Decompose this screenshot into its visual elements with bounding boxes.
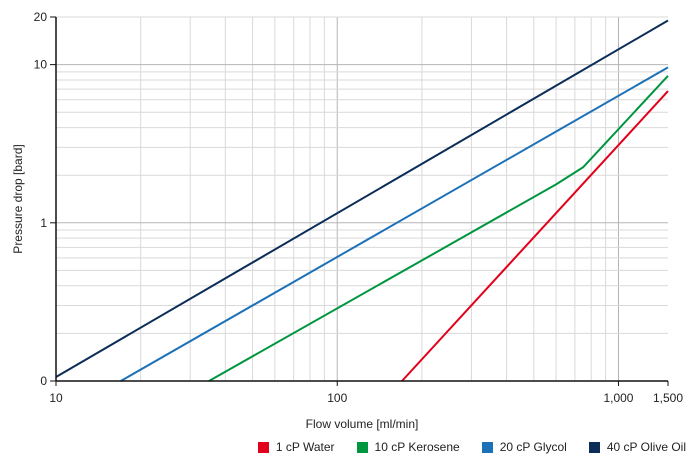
legend-item: 40 cP Olive Oil <box>588 438 686 456</box>
tick-labels: 0 1 10 20 10 100 1,000 1,500 <box>34 10 684 405</box>
legend-label: 40 cP Olive Oil <box>606 440 686 454</box>
y-tick-label: 1 <box>40 216 47 230</box>
legend-swatch <box>257 441 269 453</box>
x-tick-label: 100 <box>327 391 347 405</box>
series-line <box>55 19 669 378</box>
legend-item: 1 cP Water <box>257 438 335 456</box>
grid <box>56 16 668 381</box>
legend-swatch <box>481 441 493 453</box>
x-axis-label: Flow volume [ml/min] <box>306 417 419 431</box>
x-tick-label: 10 <box>49 391 63 405</box>
x-tick-label: 1,000 <box>603 391 633 405</box>
legend-item: 20 cP Glycol <box>481 438 567 456</box>
y-axis-label: Pressure drop [bard] <box>11 144 25 253</box>
x-tick-label: 1,500 <box>653 391 683 405</box>
axes <box>50 16 669 386</box>
series-line <box>401 90 669 382</box>
legend-swatch <box>356 441 368 453</box>
legend-item: 10 cP Kerosene <box>356 438 460 456</box>
legend-swatch <box>588 441 600 453</box>
legend-label: 1 cP Water <box>275 440 335 454</box>
y-tick-label: 20 <box>34 10 48 24</box>
legend-label: 10 cP Kerosene <box>374 440 460 454</box>
legend-label: 20 cP Glycol <box>499 440 567 454</box>
y-tick-label: 0 <box>40 374 47 388</box>
series-line <box>208 75 669 382</box>
y-tick-label: 10 <box>34 58 48 72</box>
series-line <box>120 66 669 382</box>
legend: 1 cP Water 10 cP Kerosene 20 cP Glycol 40 c… <box>0 438 694 456</box>
chart: 0 1 10 20 10 100 1,000 1,500 Flow volume [ml/mi… <box>11 10 684 431</box>
series-lines <box>55 19 669 382</box>
